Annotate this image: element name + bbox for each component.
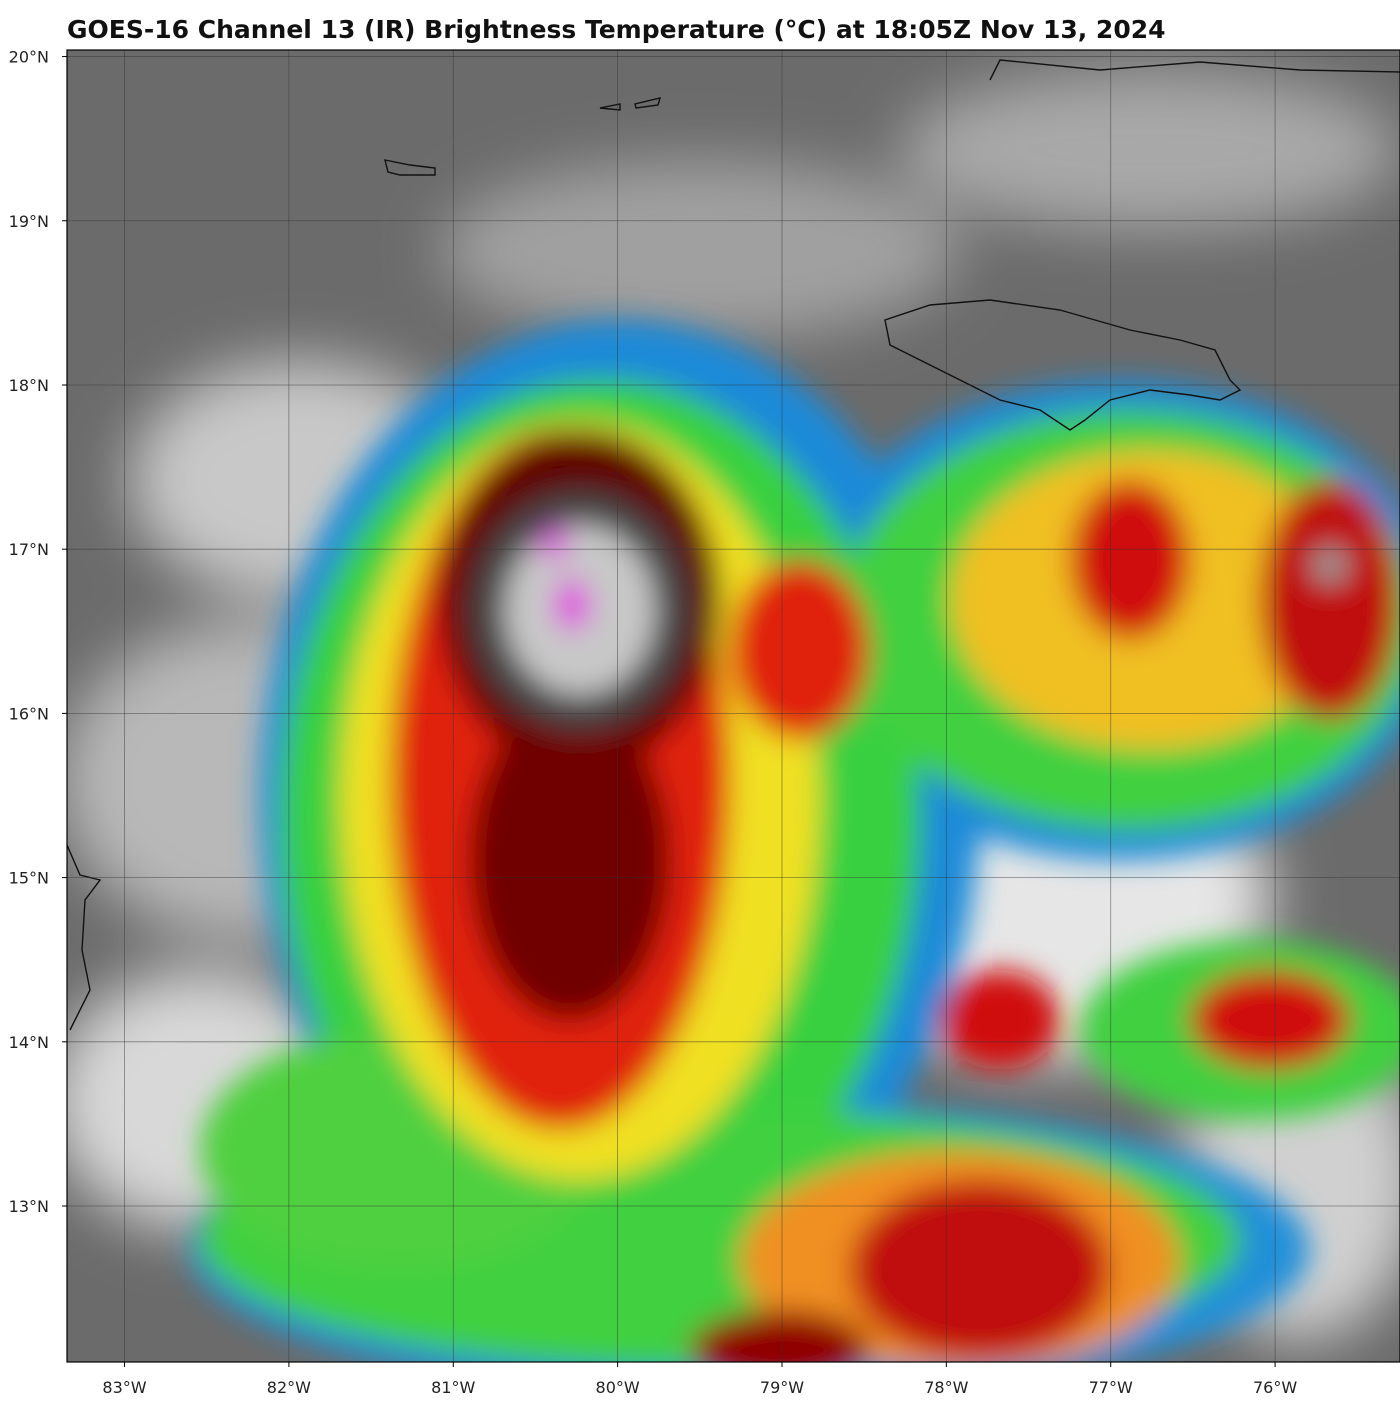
x-tick-label: 83°W	[102, 1378, 146, 1397]
x-tick-label: 78°W	[924, 1378, 968, 1397]
graticule	[62, 50, 1400, 1367]
x-tick-label: 76°W	[1253, 1378, 1297, 1397]
coastlines	[67, 59, 1400, 1031]
y-tick-label: 13°N	[9, 1197, 49, 1216]
map-frame	[66, 49, 1400, 1363]
x-tick-label: 80°W	[596, 1378, 640, 1397]
y-tick-label: 18°N	[9, 376, 49, 395]
y-tick-label: 20°N	[9, 48, 49, 67]
y-tick-label: 16°N	[9, 704, 49, 723]
x-tick-label: 77°W	[1089, 1378, 1133, 1397]
x-tick-label: 79°W	[760, 1378, 804, 1397]
y-tick-label: 17°N	[9, 540, 49, 559]
x-tick-label: 82°W	[267, 1378, 311, 1397]
y-tick-label: 19°N	[9, 212, 49, 231]
y-tick-label: 15°N	[9, 869, 49, 888]
map-title: GOES-16 Channel 13 (IR) Brightness Tempe…	[67, 15, 1166, 44]
x-tick-label: 81°W	[431, 1378, 475, 1397]
satellite-imagery	[67, 50, 1400, 1362]
y-tick-label: 14°N	[9, 1033, 49, 1052]
